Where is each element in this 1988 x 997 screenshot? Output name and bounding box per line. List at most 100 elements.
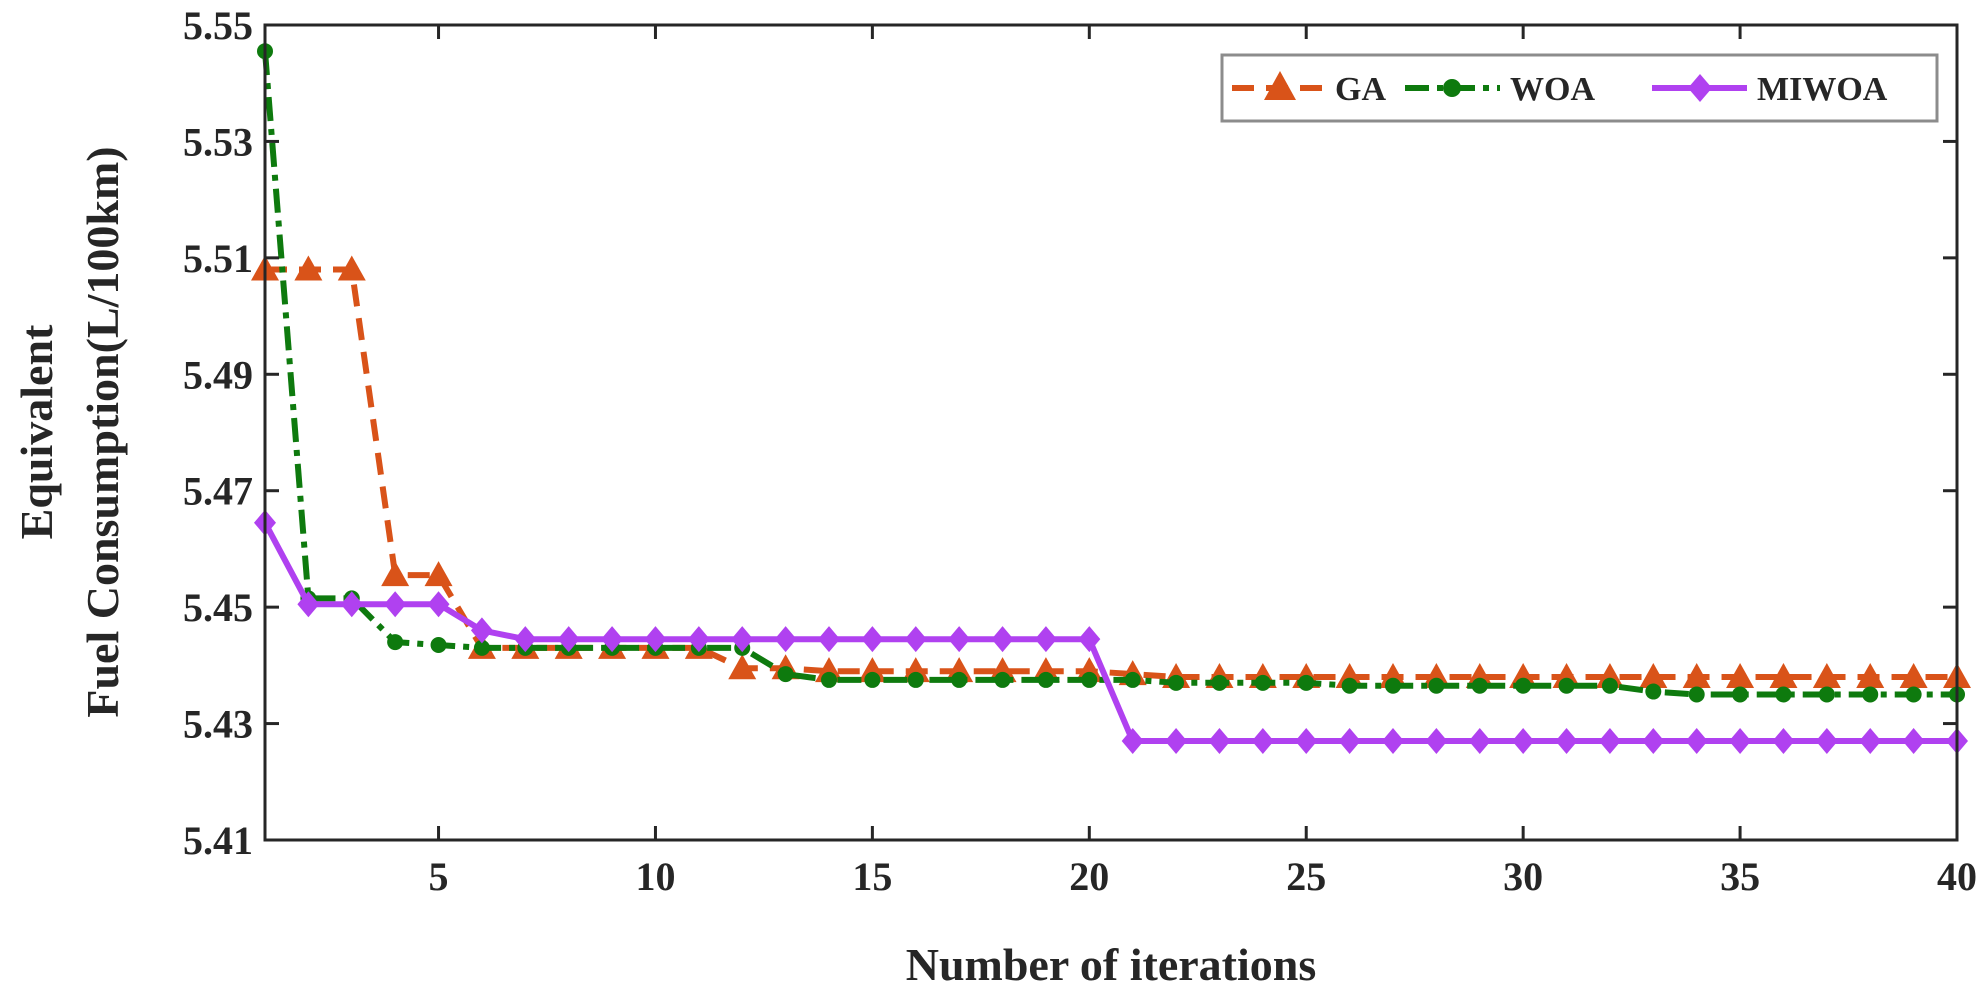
- data-point-ga: [1812, 663, 1841, 688]
- legend-entry-miwoa: MIWOA: [1652, 71, 1888, 108]
- data-point-ga: [1552, 663, 1581, 688]
- legend: GA WOA MIWOA: [1220, 53, 1939, 123]
- data-point-ga: [1595, 663, 1624, 688]
- data-point-miwoa: [1034, 626, 1057, 653]
- data-point-woa: [1081, 671, 1098, 688]
- data-point-miwoa: [1512, 728, 1535, 755]
- data-point-woa: [1862, 686, 1879, 703]
- x-tick-label: 5: [429, 854, 449, 899]
- data-point-ga: [1335, 663, 1364, 688]
- x-tick-label: 30: [1503, 854, 1543, 899]
- data-point-ga: [1639, 663, 1668, 688]
- legend-label-woa: WOA: [1510, 71, 1595, 108]
- data-point-ga: [337, 255, 366, 281]
- data-point-miwoa: [1815, 728, 1838, 755]
- data-point-woa: [473, 639, 490, 656]
- data-point-miwoa: [1468, 728, 1491, 755]
- data-point-woa: [864, 671, 881, 688]
- x-ticks: 5 10 15 20 25 30 35 40: [429, 25, 1977, 899]
- data-point-miwoa: [991, 626, 1014, 653]
- data-point-miwoa: [731, 626, 754, 653]
- data-point-woa: [1168, 674, 1185, 691]
- data-point-miwoa: [687, 626, 710, 653]
- legend-marker-woa: [1443, 79, 1461, 97]
- data-point-ga: [1856, 663, 1885, 688]
- series-line-miwoa: [262, 521, 1957, 744]
- data-point-woa: [951, 671, 968, 688]
- legend-box: [1220, 53, 1939, 123]
- data-point-miwoa: [470, 617, 493, 644]
- plot-frame: [263, 23, 1959, 842]
- data-point-ga: [1769, 663, 1798, 688]
- data-point-ga: [424, 561, 453, 587]
- data-point-miwoa: [557, 626, 580, 653]
- data-point-miwoa: [904, 626, 927, 653]
- data-point-woa: [1601, 677, 1618, 694]
- data-point-woa: [1558, 677, 1575, 694]
- y-tick-label: 5.51: [183, 236, 253, 281]
- y-tick-label: 5.43: [183, 702, 253, 747]
- data-point-miwoa: [1382, 728, 1404, 755]
- data-point-woa: [1124, 671, 1141, 688]
- data-point-ga: [381, 561, 410, 587]
- data-point-ga: [945, 657, 974, 683]
- legend-entry-woa: WOA: [1405, 71, 1595, 108]
- y-tick-label: 5.47: [183, 469, 253, 514]
- data-point-miwoa: [1902, 728, 1925, 755]
- data-point-woa: [387, 634, 404, 651]
- series-miwoa: [254, 509, 1968, 755]
- x-tick-label: 20: [1069, 854, 1109, 899]
- data-point-miwoa: [1295, 728, 1318, 755]
- data-point-miwoa: [1598, 728, 1621, 755]
- data-point-miwoa: [340, 591, 363, 618]
- data-point-woa: [821, 671, 837, 688]
- data-point-woa: [907, 671, 924, 688]
- plot-area: [265, 25, 1957, 840]
- data-point-ga: [858, 657, 887, 683]
- data-point-woa: [1254, 674, 1271, 691]
- data-point-woa: [994, 671, 1011, 688]
- data-point-woa: [1905, 686, 1922, 703]
- legend-label-ga: GA: [1335, 71, 1386, 108]
- data-point-ga: [1899, 663, 1928, 688]
- data-point-woa: [1688, 686, 1705, 703]
- x-tick-label: 15: [852, 854, 892, 899]
- data-point-miwoa: [1772, 728, 1795, 755]
- data-point-ga: [1422, 663, 1451, 688]
- data-point-ga: [728, 654, 757, 680]
- data-point-miwoa: [818, 626, 840, 653]
- x-tick-label: 40: [1937, 854, 1977, 899]
- data-point-ga: [1682, 663, 1711, 688]
- data-point-woa: [1341, 677, 1358, 694]
- y-tick-label: 5.45: [183, 585, 253, 630]
- data-point-miwoa: [1425, 728, 1448, 755]
- data-point-woa: [1732, 686, 1749, 703]
- legend-marker-ga: [1264, 71, 1296, 100]
- series-line-woa: [262, 50, 1957, 698]
- data-point-woa: [1037, 671, 1054, 688]
- x-tick-label: 25: [1286, 854, 1326, 899]
- data-point-woa: [1775, 686, 1792, 703]
- legend-label-miwoa: MIWOA: [1757, 71, 1888, 108]
- data-point-woa: [1471, 677, 1488, 694]
- data-point-ga: [988, 657, 1017, 683]
- data-point-woa: [1818, 686, 1835, 703]
- data-point-ga: [1509, 663, 1538, 688]
- data-point-ga: [901, 657, 930, 683]
- x-tick-label: 35: [1720, 854, 1760, 899]
- data-point-miwoa: [601, 626, 624, 653]
- data-point-miwoa: [1078, 626, 1101, 653]
- y-tick-label: 5.55: [183, 3, 253, 48]
- y-axis-label-line-1: Equivalent: [11, 324, 62, 539]
- data-point-ga: [1031, 657, 1060, 683]
- x-axis-label: Number of iterations: [906, 939, 1317, 990]
- data-point-miwoa: [427, 591, 450, 618]
- data-point-miwoa: [1555, 728, 1578, 755]
- data-point-miwoa: [1251, 728, 1274, 755]
- x-tick-label: 10: [635, 854, 675, 899]
- y-axis-label: Equivalent Fuel Consumption(L/100km): [11, 146, 128, 717]
- y-tick-label: 5.53: [183, 119, 253, 164]
- y-ticks: 5.41 5.43 5.45 5.47 5.49 5.51 5.53 5.55: [183, 3, 1957, 863]
- data-point-woa: [1645, 683, 1662, 700]
